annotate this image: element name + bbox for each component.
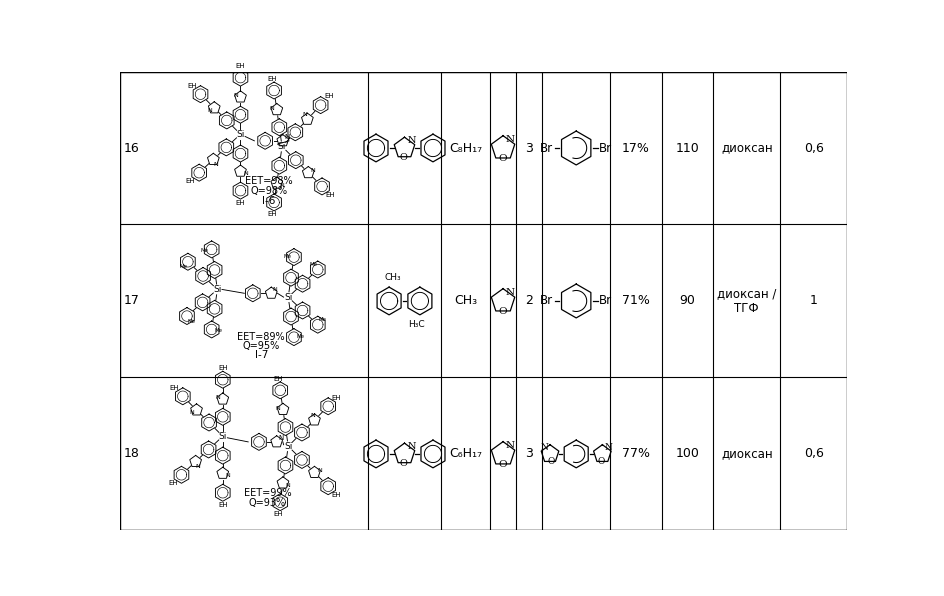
Text: EH: EH [218, 365, 228, 371]
Text: C₈H₁₇: C₈H₁₇ [449, 141, 482, 154]
Text: Br: Br [540, 294, 553, 308]
Text: 1: 1 [810, 294, 818, 308]
Text: N: N [505, 441, 514, 450]
Text: EH: EH [236, 200, 245, 206]
Text: N: N [195, 464, 200, 469]
Text: EH: EH [170, 385, 179, 391]
Text: N: N [233, 93, 238, 98]
Text: Si: Si [284, 293, 293, 302]
Text: EET=99%: EET=99% [244, 489, 292, 498]
Text: EH: EH [331, 395, 342, 401]
Text: 3: 3 [525, 141, 533, 154]
Text: Me: Me [214, 328, 223, 333]
Text: Si: Si [219, 432, 227, 441]
Text: N: N [279, 183, 284, 188]
Text: Me: Me [179, 264, 187, 269]
Text: EH: EH [274, 511, 283, 517]
Text: N: N [284, 134, 290, 140]
Text: H₃C: H₃C [408, 320, 425, 329]
Text: Si: Si [236, 130, 244, 139]
Text: Me: Me [188, 319, 195, 324]
Text: Me: Me [283, 254, 292, 259]
Text: Si: Si [284, 442, 293, 451]
Text: 0,6: 0,6 [803, 448, 824, 461]
Text: O: O [498, 154, 507, 163]
Text: 0,6: 0,6 [803, 141, 824, 154]
Text: EET=89%: EET=89% [238, 331, 285, 342]
Text: I-6: I-6 [262, 195, 276, 206]
Text: N: N [540, 443, 548, 452]
Text: Q=95%: Q=95% [243, 341, 279, 351]
Text: N: N [604, 443, 613, 452]
Text: EH: EH [324, 94, 333, 100]
Text: N: N [303, 112, 308, 117]
Text: EH: EH [168, 480, 177, 486]
Text: C₆H₁₇: C₆H₁₇ [449, 448, 482, 461]
Text: Br: Br [599, 294, 613, 308]
Text: Me: Me [201, 248, 209, 253]
Text: диоксан: диоксан [721, 448, 772, 461]
Text: 17%: 17% [622, 141, 649, 154]
Text: Me: Me [318, 317, 327, 322]
Text: N: N [243, 170, 247, 176]
Text: 16: 16 [124, 141, 139, 154]
Text: 110: 110 [676, 141, 700, 154]
Text: EET=98%: EET=98% [245, 176, 293, 187]
Text: N: N [505, 288, 514, 297]
Text: N: N [278, 435, 283, 441]
Text: Me: Me [296, 334, 305, 339]
Text: Br: Br [540, 141, 553, 154]
Text: диоксан /
ТГФ: диоксан / ТГФ [717, 287, 777, 315]
Text: O: O [498, 460, 507, 469]
Text: EH: EH [267, 211, 278, 217]
Text: Q=98%: Q=98% [250, 185, 288, 195]
Text: Me: Me [309, 262, 317, 267]
Text: N: N [226, 473, 230, 478]
Text: O: O [598, 457, 605, 466]
Text: N: N [190, 409, 194, 415]
Text: EH: EH [326, 192, 335, 198]
Text: N: N [213, 162, 218, 167]
Text: O: O [399, 153, 408, 162]
Text: EH: EH [186, 178, 195, 184]
Text: N: N [407, 136, 415, 145]
Text: EH: EH [331, 492, 342, 498]
Text: N: N [505, 135, 514, 144]
Text: CH₃: CH₃ [384, 273, 401, 282]
Text: N: N [273, 287, 278, 292]
Text: O: O [548, 457, 555, 466]
Text: EH: EH [218, 502, 228, 508]
Text: 18: 18 [124, 448, 139, 461]
Text: диоксан: диоксан [721, 141, 772, 154]
Text: N: N [215, 395, 220, 400]
Text: N: N [317, 468, 322, 473]
Text: Si: Si [213, 285, 222, 294]
Text: 71%: 71% [622, 294, 649, 308]
Text: 90: 90 [680, 294, 696, 308]
Text: N: N [407, 442, 415, 451]
Text: Br: Br [599, 141, 613, 154]
Text: 2: 2 [525, 294, 533, 308]
Text: O: O [399, 458, 408, 468]
Text: 17: 17 [124, 294, 139, 308]
Text: N: N [285, 483, 290, 488]
Text: CH₃: CH₃ [454, 294, 478, 308]
Text: N: N [269, 106, 274, 111]
Text: Si: Si [278, 142, 286, 151]
Text: N: N [207, 108, 211, 113]
Text: O: O [498, 307, 507, 316]
Text: EH: EH [267, 76, 278, 82]
Text: 77%: 77% [622, 448, 649, 461]
Text: EH: EH [187, 83, 197, 89]
Text: EH: EH [236, 63, 245, 69]
Text: N: N [310, 412, 314, 418]
Text: N: N [276, 406, 280, 411]
Text: 3: 3 [525, 448, 533, 461]
Text: 100: 100 [676, 448, 700, 461]
Text: EH: EH [274, 375, 283, 381]
Text: N: N [311, 168, 315, 173]
Text: Q=93%: Q=93% [249, 498, 286, 508]
Text: I-7: I-7 [255, 350, 268, 360]
